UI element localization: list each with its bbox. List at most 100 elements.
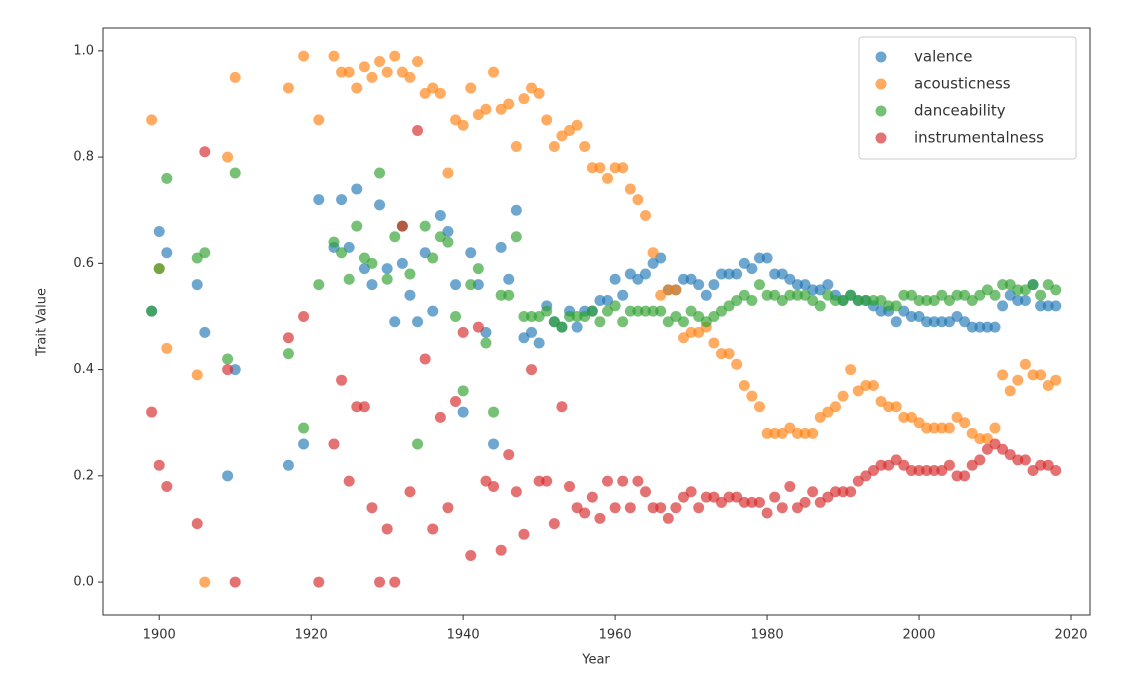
- scatter-point: [974, 321, 986, 333]
- scatter-point: [966, 321, 978, 333]
- y-tick-label: 1.0: [73, 43, 94, 58]
- scatter-point: [791, 279, 803, 291]
- scatter-point: [526, 364, 538, 376]
- scatter-point: [472, 279, 484, 291]
- scatter-point: [313, 576, 325, 588]
- scatter-point: [640, 486, 652, 498]
- scatter-point: [480, 103, 492, 115]
- scatter-point: [541, 305, 553, 317]
- scatter-point: [510, 140, 522, 152]
- scatter-point: [693, 279, 705, 291]
- scatter-point: [731, 268, 743, 280]
- scatter-point: [450, 310, 462, 322]
- scatter-point: [989, 321, 1001, 333]
- scatter-point: [685, 326, 697, 338]
- scatter-point: [974, 454, 986, 466]
- scatter-point: [450, 395, 462, 407]
- scatter-point: [586, 491, 598, 503]
- scatter-point: [761, 507, 773, 519]
- scatter-point: [427, 252, 439, 264]
- scatter-point: [427, 523, 439, 535]
- scatter-point: [442, 167, 454, 179]
- scatter-point: [374, 576, 386, 588]
- scatter-point: [837, 390, 849, 402]
- scatter-point: [526, 326, 538, 338]
- scatter-point: [434, 87, 446, 99]
- scatter-point: [700, 491, 712, 503]
- scatter-point: [860, 295, 872, 307]
- scatter-point: [905, 465, 917, 477]
- scatter-point: [571, 119, 583, 131]
- scatter-point: [609, 300, 621, 312]
- scatter-point: [389, 576, 401, 588]
- scatter-point: [829, 401, 841, 413]
- scatter-point: [404, 486, 416, 498]
- scatter-point: [366, 279, 378, 291]
- scatter-point: [632, 194, 644, 206]
- scatter-point: [472, 263, 484, 275]
- scatter-point: [1035, 369, 1047, 381]
- scatter-point: [488, 438, 500, 450]
- scatter-point: [199, 576, 211, 588]
- scatter-point: [298, 422, 310, 434]
- scatter-point: [921, 465, 933, 477]
- scatter-point: [822, 279, 834, 291]
- scatter-point: [343, 273, 355, 285]
- scatter-point: [298, 50, 310, 62]
- scatter-point: [776, 502, 788, 514]
- scatter-point: [997, 369, 1009, 381]
- legend-label: acousticness: [914, 75, 1011, 93]
- scatter-point: [457, 119, 469, 131]
- scatter-point: [959, 417, 971, 429]
- scatter-point: [199, 247, 211, 259]
- scatter-point: [640, 210, 652, 222]
- scatter-point: [465, 279, 477, 291]
- scatter-point: [571, 310, 583, 322]
- scatter-point: [685, 486, 697, 498]
- scatter-point: [746, 263, 758, 275]
- scatter-point: [381, 66, 393, 78]
- scatter-point: [389, 231, 401, 243]
- scatter-point: [488, 480, 500, 492]
- scatter-point: [518, 310, 530, 322]
- scatter-point: [298, 438, 310, 450]
- scatter-point: [153, 263, 165, 275]
- scatter-point: [921, 422, 933, 434]
- scatter-point: [624, 305, 636, 317]
- scatter-point: [617, 316, 629, 328]
- scatter-point: [579, 507, 591, 519]
- scatter-point: [146, 406, 158, 418]
- scatter-point: [564, 480, 576, 492]
- y-tick-label: 0.6: [73, 256, 94, 271]
- scatter-point: [298, 310, 310, 322]
- scatter-point: [905, 310, 917, 322]
- scatter-point: [199, 326, 211, 338]
- scatter-point: [609, 502, 621, 514]
- scatter-point: [366, 71, 378, 83]
- scatter-point: [723, 348, 735, 360]
- scatter-point: [495, 289, 507, 301]
- scatter-point: [738, 380, 750, 392]
- scatter-point: [503, 449, 515, 461]
- scatter-point: [784, 480, 796, 492]
- scatter-point: [374, 55, 386, 67]
- scatter-point: [799, 496, 811, 508]
- scatter-point: [161, 342, 173, 354]
- scatter-point: [936, 316, 948, 328]
- scatter-point: [495, 544, 507, 556]
- scatter-point: [564, 310, 576, 322]
- scatter-point: [404, 289, 416, 301]
- scatter-point: [647, 247, 659, 259]
- scatter-point: [594, 512, 606, 524]
- scatter-point: [282, 82, 294, 94]
- scatter-point: [199, 146, 211, 158]
- scatter-point: [867, 380, 879, 392]
- scatter-point: [1027, 369, 1039, 381]
- scatter-point: [632, 475, 644, 487]
- scatter-point: [336, 66, 348, 78]
- scatter-point: [222, 151, 234, 163]
- scatter-point: [1050, 284, 1062, 296]
- scatter-point: [351, 183, 363, 195]
- scatter-point: [191, 279, 203, 291]
- scatter-point: [662, 284, 674, 296]
